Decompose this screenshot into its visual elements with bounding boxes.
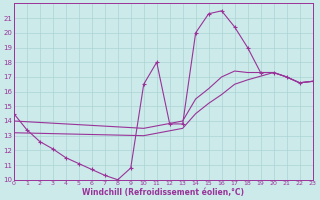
X-axis label: Windchill (Refroidissement éolien,°C): Windchill (Refroidissement éolien,°C) bbox=[82, 188, 244, 197]
